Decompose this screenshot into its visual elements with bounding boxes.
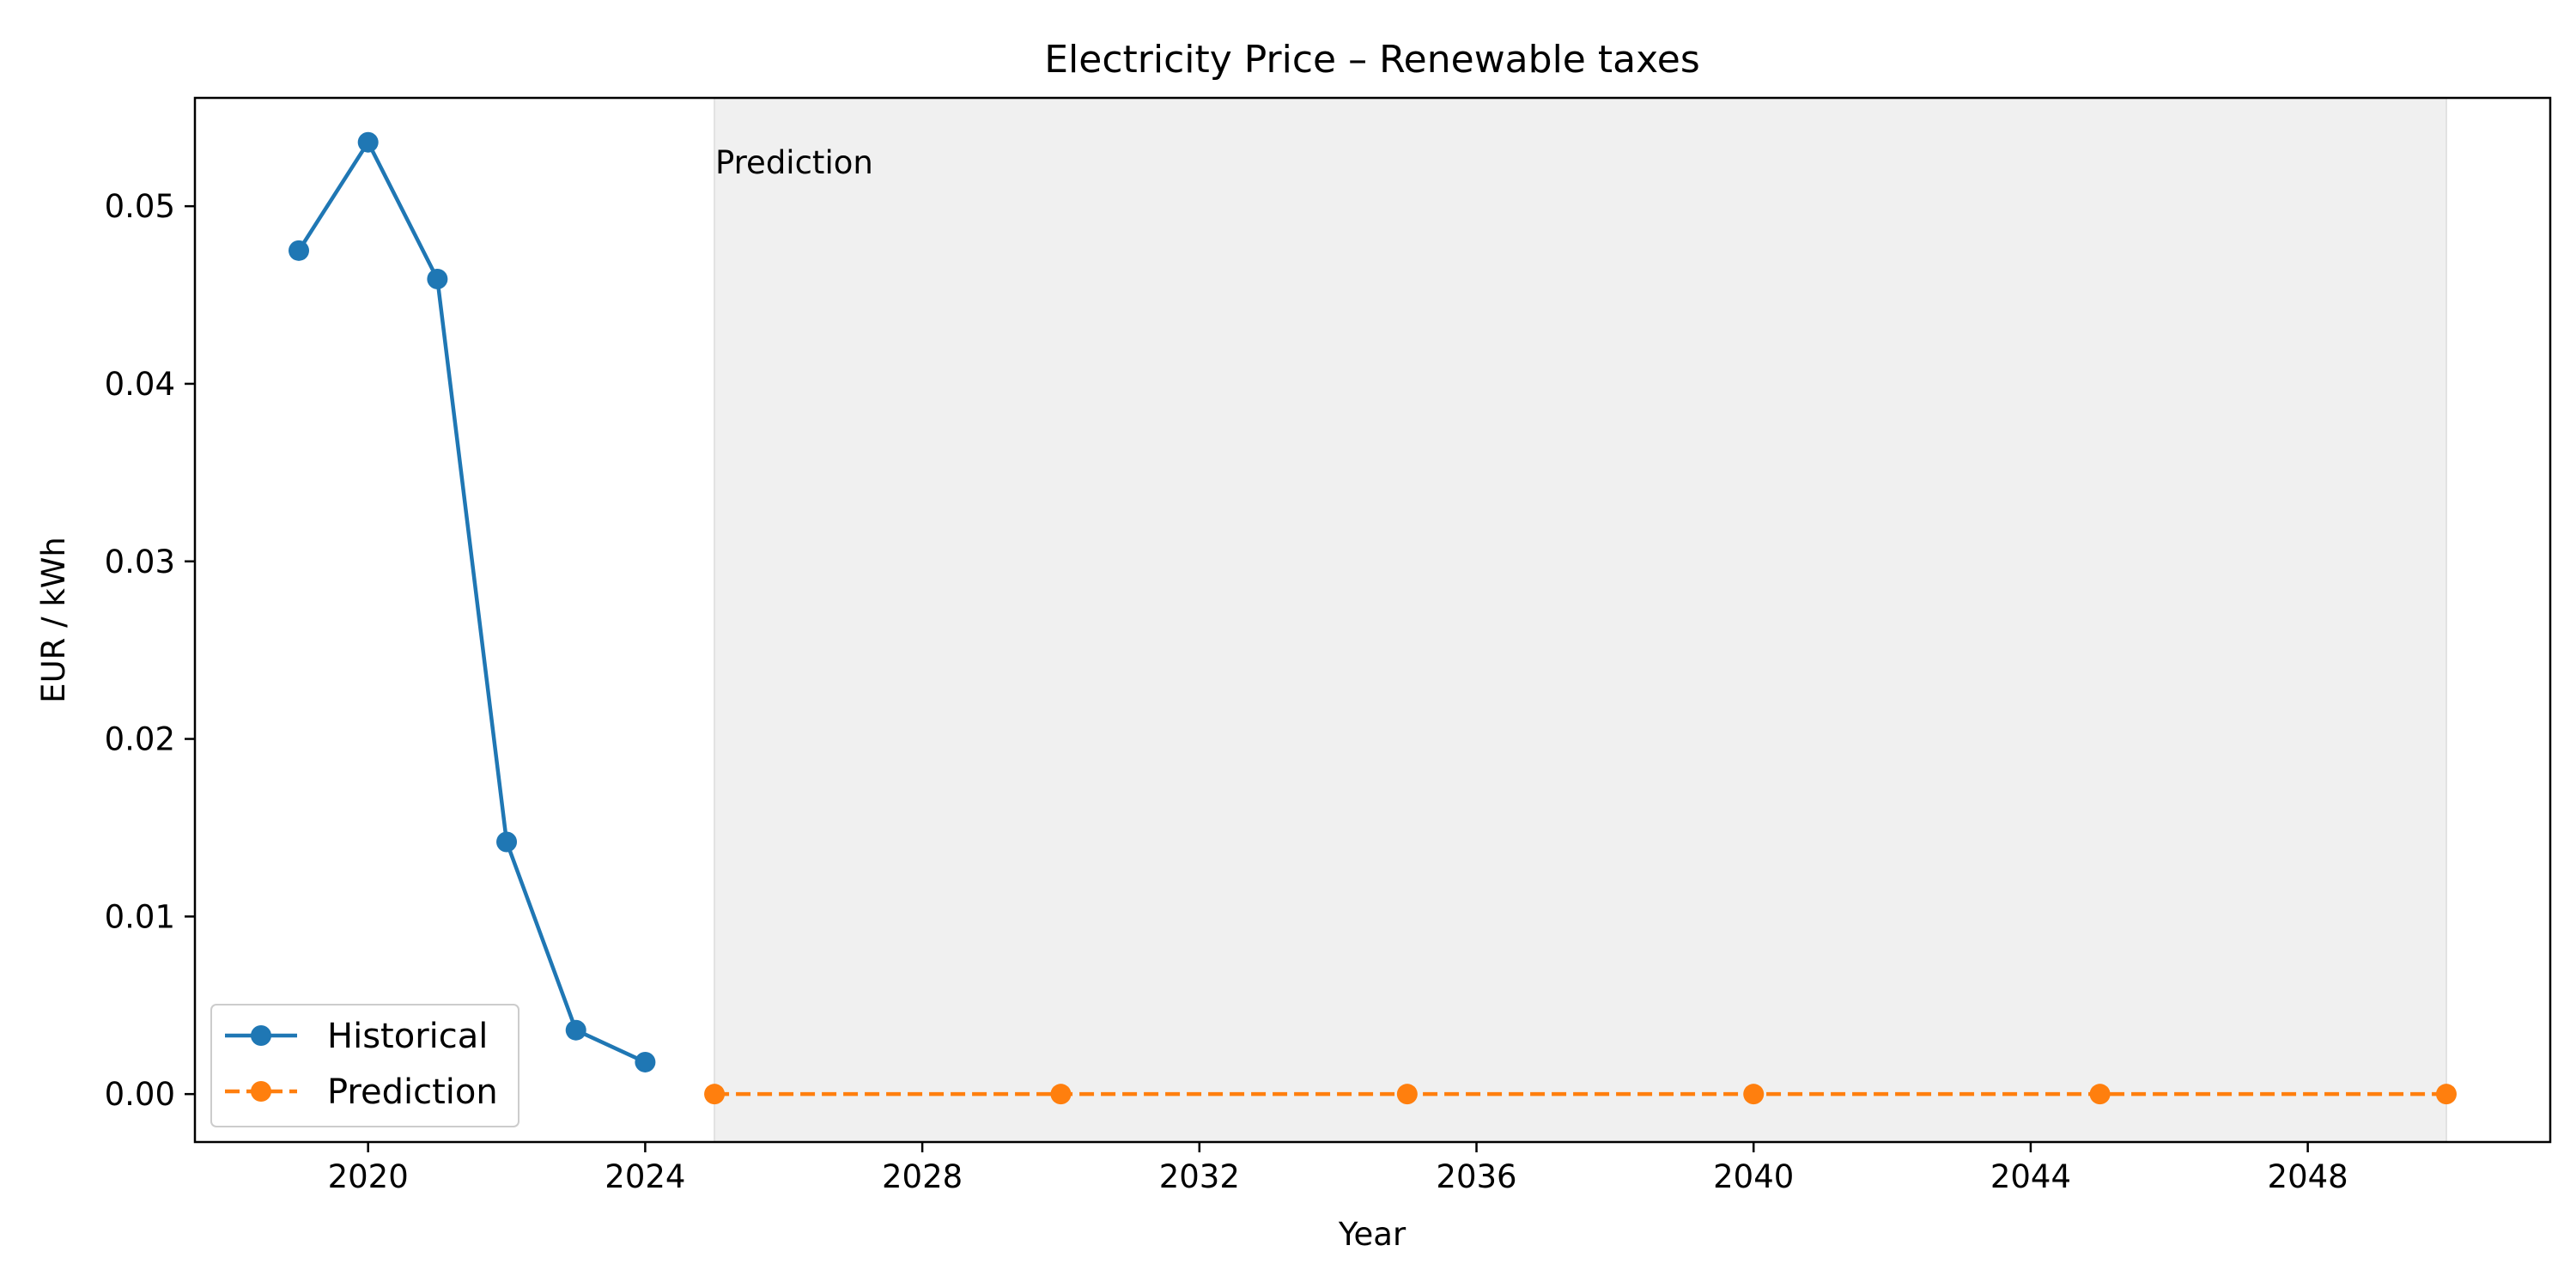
x-axis-label: Year [1338, 1216, 1406, 1253]
data-point-historical [357, 131, 379, 153]
x-tick-label: 2048 [2268, 1158, 2348, 1195]
y-tick-label: 0.00 [105, 1076, 175, 1113]
data-point-prediction [2435, 1084, 2457, 1105]
data-point-historical [565, 1019, 586, 1041]
plot-frame [193, 96, 2552, 1144]
data-point-prediction [1743, 1084, 1765, 1105]
data-point-prediction [1050, 1084, 1072, 1105]
y-tick-label: 0.02 [105, 721, 175, 758]
shade-layer [714, 98, 2447, 1142]
legend-marker-historical [251, 1025, 271, 1046]
data-point-historical [427, 268, 448, 289]
y-tick-label: 0.05 [105, 188, 175, 225]
x-tick-label: 2024 [605, 1158, 685, 1195]
y-tick-label: 0.03 [105, 544, 175, 580]
series-line-historical [297, 140, 647, 1064]
x-tick-label: 2032 [1159, 1158, 1240, 1195]
data-point-prediction [2089, 1084, 2111, 1105]
y-ticks: 0.00 0.01 0.02 0.03 0.04 0.05 [105, 188, 195, 1113]
legend-label-prediction: Prediction [327, 1072, 498, 1112]
data-point-prediction [704, 1084, 726, 1105]
y-tick-label: 0.04 [105, 366, 175, 403]
data-point-historical [635, 1051, 656, 1072]
x-tick-label: 2044 [1990, 1158, 2071, 1195]
y-axis-label: EUR / kWh [35, 537, 72, 703]
x-ticks: 2020 2024 2028 2032 2036 2040 2044 2048 [328, 1142, 2348, 1195]
legend-marker-prediction [251, 1081, 271, 1102]
legend: Historical Prediction [210, 1004, 519, 1127]
x-tick-label: 2020 [328, 1158, 409, 1195]
data-point-prediction [1396, 1084, 1418, 1105]
series-layer [289, 131, 2457, 1105]
chart-title: Electricity Price – Renewable taxes [1044, 38, 1700, 82]
x-tick-label: 2036 [1436, 1158, 1516, 1195]
data-point-historical [289, 240, 310, 261]
prediction-shaded-region [714, 98, 2446, 1142]
legend-label-historical: Historical [327, 1017, 488, 1056]
prediction-region-label: Prediction [715, 144, 873, 181]
x-tick-label: 2040 [1713, 1158, 1794, 1195]
data-point-historical [496, 831, 518, 853]
y-tick-label: 0.01 [105, 898, 175, 935]
x-tick-label: 2028 [882, 1158, 963, 1195]
